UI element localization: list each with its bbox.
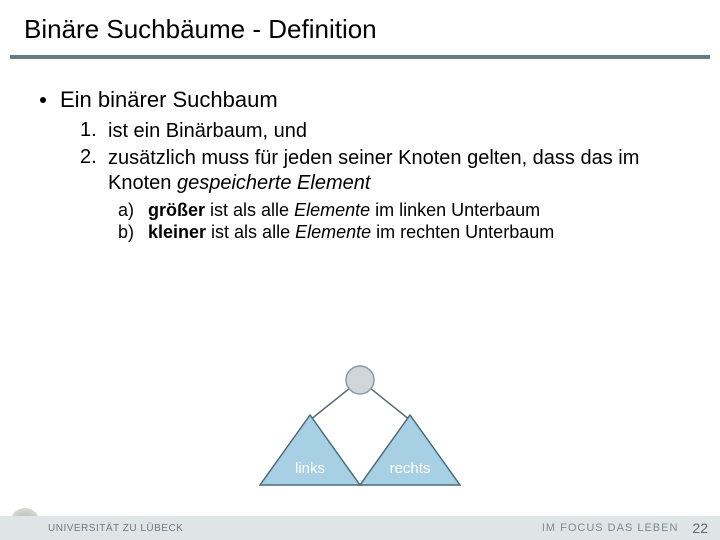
sub-b-mid: ist als alle	[206, 222, 295, 242]
footer: UNIVERSITÄT ZU LÜBECK IM FOCUS DAS LEBEN…	[0, 516, 720, 540]
sub-a-label: a)	[118, 200, 148, 221]
sub-a-italic: Elemente	[294, 200, 370, 220]
bullet-1: Ein binärer Suchbaum	[40, 87, 690, 113]
numbered-list: 1. ist ein Binärbaum, und 2. zusätzlich …	[80, 119, 690, 196]
bullet-1-text: Ein binärer Suchbaum	[60, 87, 278, 113]
label-right: rechts	[390, 460, 431, 477]
sub-b-tail: im rechten Unterbaum	[371, 222, 554, 242]
label-left: links	[295, 460, 325, 477]
sub-b-label: b)	[118, 222, 148, 243]
tree-diagram: links rechts	[200, 360, 520, 500]
root-node	[346, 366, 374, 394]
sub-a-bold: größer	[148, 200, 205, 220]
content-area: Ein binärer Suchbaum 1. ist ein Binärbau…	[0, 59, 720, 243]
num-1-label: 1.	[80, 119, 108, 142]
num-2-italic: gespeicherte Element	[177, 172, 370, 194]
slide: Binäre Suchbäume - Definition Ein binäre…	[0, 0, 720, 540]
footer-left: UNIVERSITÄT ZU LÜBECK	[48, 523, 183, 534]
slide-title: Binäre Suchbäume - Definition	[0, 0, 720, 55]
sub-a-text: größer ist als alle Elemente im linken U…	[148, 200, 540, 221]
num-item-2: 2. zusätzlich muss für jeden seiner Knot…	[80, 146, 690, 196]
sub-b-bold: kleiner	[148, 222, 206, 242]
sub-item-b: b) kleiner ist als alle Elemente im rech…	[118, 222, 690, 243]
num-1-text: ist ein Binärbaum, und	[108, 119, 307, 144]
footer-right: IM FOCUS DAS LEBEN 22	[542, 520, 708, 536]
sub-item-a: a) größer ist als alle Elemente im linke…	[118, 200, 690, 221]
footer-tagline: IM FOCUS DAS LEBEN	[542, 522, 679, 534]
bullet-dot-icon	[40, 97, 46, 103]
sub-list: a) größer ist als alle Elemente im linke…	[118, 200, 690, 243]
footer-uni: UNIVERSITÄT ZU LÜBECK	[48, 523, 183, 534]
page-number: 22	[692, 520, 708, 536]
sub-b-text: kleiner ist als alle Elemente im rechten…	[148, 222, 554, 243]
sub-b-italic: Elemente	[295, 222, 371, 242]
sub-a-tail: im linken Unterbaum	[370, 200, 540, 220]
num-item-1: 1. ist ein Binärbaum, und	[80, 119, 690, 144]
num-2-label: 2.	[80, 146, 108, 169]
sub-a-mid: ist als alle	[205, 200, 294, 220]
num-2-text: zusätzlich muss für jeden seiner Knoten …	[108, 146, 690, 196]
